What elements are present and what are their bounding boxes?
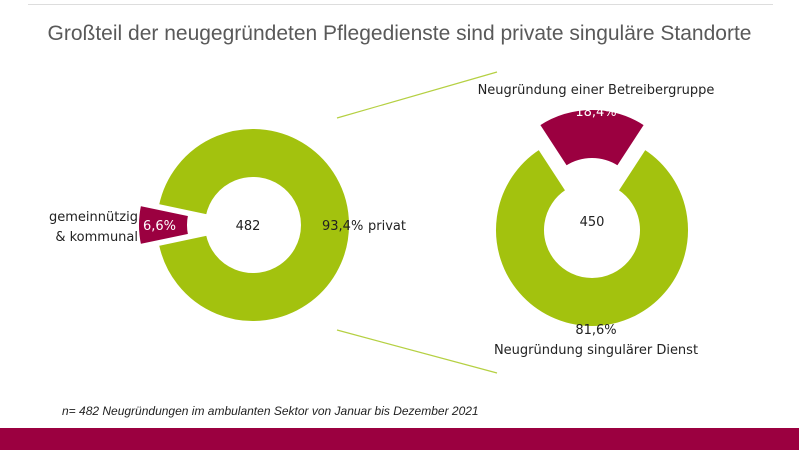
gemeinnuetzig-value-label: 6,6% — [143, 219, 176, 234]
gemeinnuetzig-label-line2: & kommunal — [55, 230, 138, 245]
betreibergruppe-value-label: 18,4% — [575, 105, 616, 120]
singulaer-label: Neugründung singulärer Dienst — [494, 343, 698, 358]
header-rule — [28, 4, 773, 5]
singulaer-value-label: 81,6% — [575, 323, 616, 338]
connector-line-top — [336, 71, 498, 119]
connector-line-bottom — [336, 329, 498, 374]
footnote: n= 482 Neugründungen im ambulanten Sekto… — [62, 404, 479, 418]
donut-slice-privat — [156, 127, 351, 323]
privat-label: privat — [368, 219, 406, 234]
donut-slice-betreibergruppe — [537, 108, 647, 169]
gemeinnuetzig-label-line1: gemeinnützig — [49, 210, 138, 225]
betreibergruppe-label: Neugründung einer Betreibergruppe — [478, 83, 715, 98]
bottom-bar — [0, 428, 799, 450]
donut-slice-singulaerer-dienst — [494, 147, 690, 328]
right-center-label: 450 — [580, 215, 605, 230]
donut-slice-gemeinnuetzig-kommunal — [137, 203, 191, 247]
chart-title: Großteil der neugegründeten Pflegedienst… — [47, 22, 752, 45]
privat-value-label: 93,4% — [322, 219, 363, 234]
left-center-label: 482 — [236, 219, 261, 234]
